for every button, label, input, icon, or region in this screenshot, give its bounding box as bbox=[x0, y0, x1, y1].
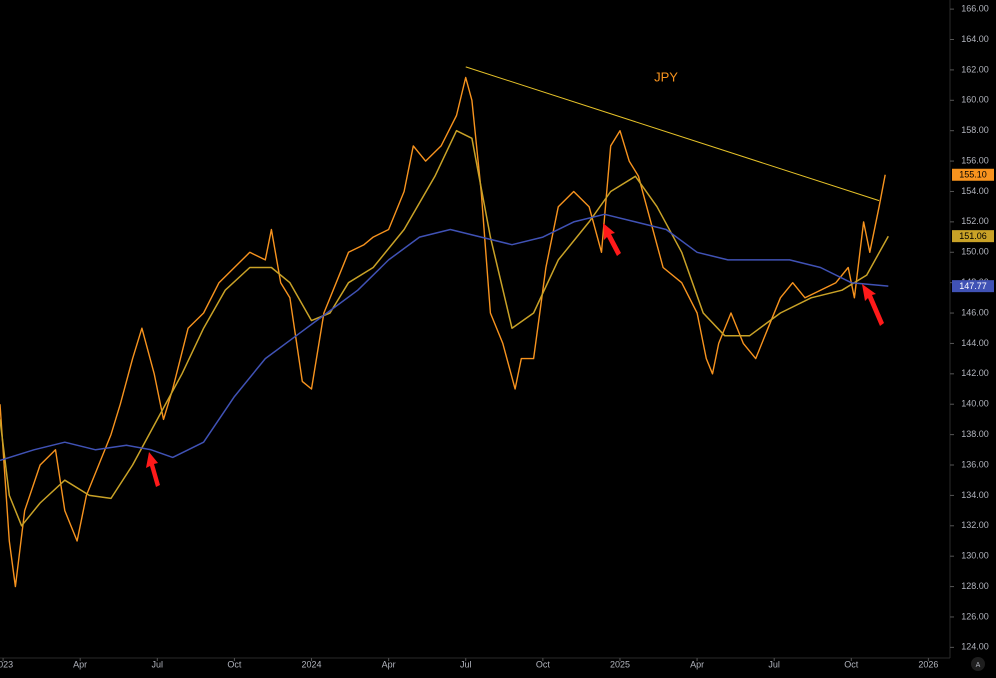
y-tick-label: 132.00 bbox=[961, 520, 989, 530]
x-tick-label: 2024 bbox=[302, 659, 322, 669]
x-tick-label: Apr bbox=[382, 659, 396, 669]
chart-title: JPY bbox=[654, 69, 678, 84]
y-tick-label: 160.00 bbox=[961, 95, 989, 105]
arrows bbox=[146, 223, 884, 487]
x-tick-label: Oct bbox=[536, 659, 551, 669]
price-tag: 155.10 bbox=[959, 170, 987, 180]
y-tick-label: 140.00 bbox=[961, 399, 989, 409]
y-tick-label: 158.00 bbox=[961, 125, 989, 135]
arrow bbox=[862, 284, 884, 326]
price-tag-bg bbox=[952, 168, 994, 181]
y-tick-label: 130.00 bbox=[961, 551, 989, 561]
x-tick-label: 2025 bbox=[610, 659, 630, 669]
auto-scale-button[interactable] bbox=[971, 657, 985, 671]
price-tag-bg bbox=[952, 230, 994, 243]
y-tick-label: 138.00 bbox=[961, 429, 989, 439]
y-tick-label: 128.00 bbox=[961, 581, 989, 591]
y-tick-label: 136.00 bbox=[961, 459, 989, 469]
y-tick-label: 142.00 bbox=[961, 368, 989, 378]
x-tick-label: 2023 bbox=[0, 659, 13, 669]
y-tick-label: 164.00 bbox=[961, 34, 989, 44]
x-tick-label: Jul bbox=[152, 659, 164, 669]
y-tick-label: 150.00 bbox=[961, 247, 989, 257]
arrow bbox=[146, 452, 160, 487]
series-line bbox=[0, 129, 889, 527]
trendline bbox=[465, 66, 880, 202]
x-tick-label: Oct bbox=[844, 659, 859, 669]
x-tick-label: Jul bbox=[768, 659, 780, 669]
y-tick-label: 144.00 bbox=[961, 338, 989, 348]
x-tick-label: Oct bbox=[227, 659, 242, 669]
x-tick-label: Apr bbox=[73, 659, 87, 669]
x-tick-label: 2026 bbox=[918, 659, 938, 669]
x-tick-label: Jul bbox=[460, 659, 472, 669]
y-tick-label: 152.00 bbox=[961, 216, 989, 226]
y-tick-label: 156.00 bbox=[961, 155, 989, 165]
price-tag: 151.06 bbox=[959, 231, 987, 241]
price-tag-bg bbox=[952, 280, 994, 293]
y-tick-label: 126.00 bbox=[961, 611, 989, 621]
y-tick-label: 134.00 bbox=[961, 490, 989, 500]
y-tick-label: 166.00 bbox=[961, 3, 989, 13]
x-tick-label: Apr bbox=[690, 659, 704, 669]
price-tag: 147.77 bbox=[959, 281, 987, 291]
y-tick-label: 124.00 bbox=[961, 642, 989, 652]
y-tick-label: 162.00 bbox=[961, 64, 989, 74]
y-tick-label: 154.00 bbox=[961, 186, 989, 196]
auto-scale-icon[interactable]: A bbox=[976, 662, 981, 669]
arrow bbox=[603, 223, 621, 256]
series-line bbox=[0, 76, 886, 588]
series-line bbox=[0, 213, 889, 462]
y-tick-label: 146.00 bbox=[961, 307, 989, 317]
